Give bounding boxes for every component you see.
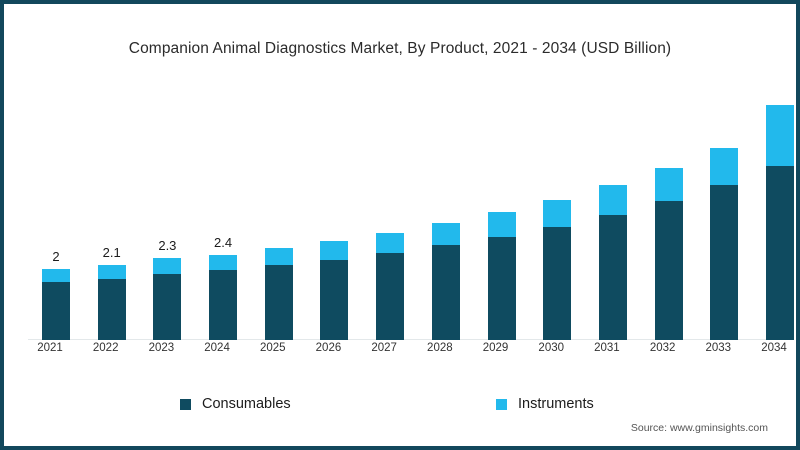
- bar-segment-instruments[interactable]: [766, 104, 794, 167]
- bar-segment-consumables[interactable]: [431, 245, 460, 340]
- bar-segment-instruments[interactable]: [264, 248, 293, 266]
- bar-segment-instruments[interactable]: [209, 254, 238, 271]
- stacked-bar[interactable]: [264, 248, 293, 340]
- bar-segment-instruments[interactable]: [710, 147, 739, 185]
- bar-segment-instruments[interactable]: [487, 212, 516, 237]
- bar-segment-consumables[interactable]: [654, 200, 683, 340]
- bar-segment-consumables[interactable]: [97, 278, 126, 340]
- bar-segment-instruments[interactable]: [97, 265, 126, 279]
- x-tick-2034: 2034: [761, 342, 787, 354]
- stacked-bar[interactable]: [209, 254, 238, 340]
- bar-value-label: 2.3: [158, 238, 177, 254]
- stacked-bar[interactable]: [376, 232, 405, 340]
- bar-segment-consumables[interactable]: [153, 273, 182, 340]
- bar-value-label: 2.1: [102, 245, 121, 261]
- stacked-bar[interactable]: [431, 223, 460, 340]
- chart-legend: Consumables Instruments: [4, 396, 796, 420]
- bar-segment-instruments[interactable]: [431, 223, 460, 246]
- stacked-bar[interactable]: [487, 212, 516, 340]
- stacked-bar[interactable]: [710, 147, 739, 340]
- bar-segment-instruments[interactable]: [153, 258, 182, 274]
- legend-item-instruments[interactable]: Instruments: [496, 396, 594, 412]
- stacked-bar[interactable]: [543, 199, 572, 340]
- bar-segment-consumables[interactable]: [598, 214, 627, 340]
- bar-segment-consumables[interactable]: [543, 226, 572, 340]
- legend-label: Instruments: [518, 396, 594, 412]
- x-tick-2025: 2025: [259, 342, 286, 354]
- x-tick-2033: 2033: [705, 342, 732, 354]
- x-tick-2022: 2022: [92, 342, 119, 354]
- bar-segment-instruments[interactable]: [376, 232, 405, 254]
- stacked-bar[interactable]: [654, 167, 683, 340]
- bar-segment-instruments[interactable]: [654, 167, 683, 201]
- bar-segment-consumables[interactable]: [710, 184, 739, 340]
- plot-area: 2 2.1 2.3 2.4: [28, 84, 794, 340]
- stacked-bar[interactable]: [320, 241, 349, 340]
- bar-segment-consumables[interactable]: [209, 270, 238, 340]
- bar-segment-consumables[interactable]: [42, 281, 70, 340]
- bar-segment-instruments[interactable]: [42, 268, 70, 282]
- bar-segment-instruments[interactable]: [543, 199, 572, 227]
- bar-value-label: 2.4: [214, 234, 233, 250]
- x-tick-2023: 2023: [148, 342, 175, 354]
- stacked-bar[interactable]: [766, 104, 794, 340]
- x-tick-2030: 2030: [538, 342, 565, 354]
- legend-item-consumables[interactable]: Consumables: [180, 396, 291, 412]
- legend-swatch-icon: [180, 398, 191, 410]
- x-tick-2029: 2029: [482, 342, 509, 354]
- x-tick-2028: 2028: [427, 342, 453, 354]
- bar-segment-consumables[interactable]: [264, 265, 293, 340]
- source-attribution: Source: www.gminsights.com: [630, 422, 768, 434]
- x-tick-2021: 2021: [37, 342, 63, 354]
- x-tick-2026: 2026: [315, 342, 342, 354]
- x-tick-2024: 2024: [204, 342, 230, 354]
- bar-segment-consumables[interactable]: [487, 236, 516, 340]
- stacked-bar[interactable]: [598, 185, 627, 340]
- x-axis-tick-labels: 2021 2022 2023 2024 2025 2026 2027 2028 2029 2030…: [28, 342, 787, 362]
- bar-segment-instruments[interactable]: [598, 185, 627, 215]
- x-tick-2027: 2027: [371, 342, 397, 354]
- bar-segment-instruments[interactable]: [320, 241, 349, 260]
- legend-label: Consumables: [202, 396, 291, 412]
- bar-segment-consumables[interactable]: [320, 259, 349, 340]
- legend-swatch-icon: [496, 398, 507, 410]
- page-title: Companion Animal Diagnostics Market, By …: [128, 40, 672, 57]
- x-tick-2032: 2032: [649, 342, 676, 354]
- stacked-bar[interactable]: [42, 268, 70, 340]
- bar-segment-consumables[interactable]: [376, 253, 405, 340]
- bar-segment-consumables[interactable]: [766, 166, 794, 340]
- x-tick-2031: 2031: [594, 342, 620, 354]
- bar-value-label: 2: [52, 248, 60, 264]
- stacked-bar[interactable]: [153, 258, 182, 340]
- stacked-bar[interactable]: [97, 265, 126, 340]
